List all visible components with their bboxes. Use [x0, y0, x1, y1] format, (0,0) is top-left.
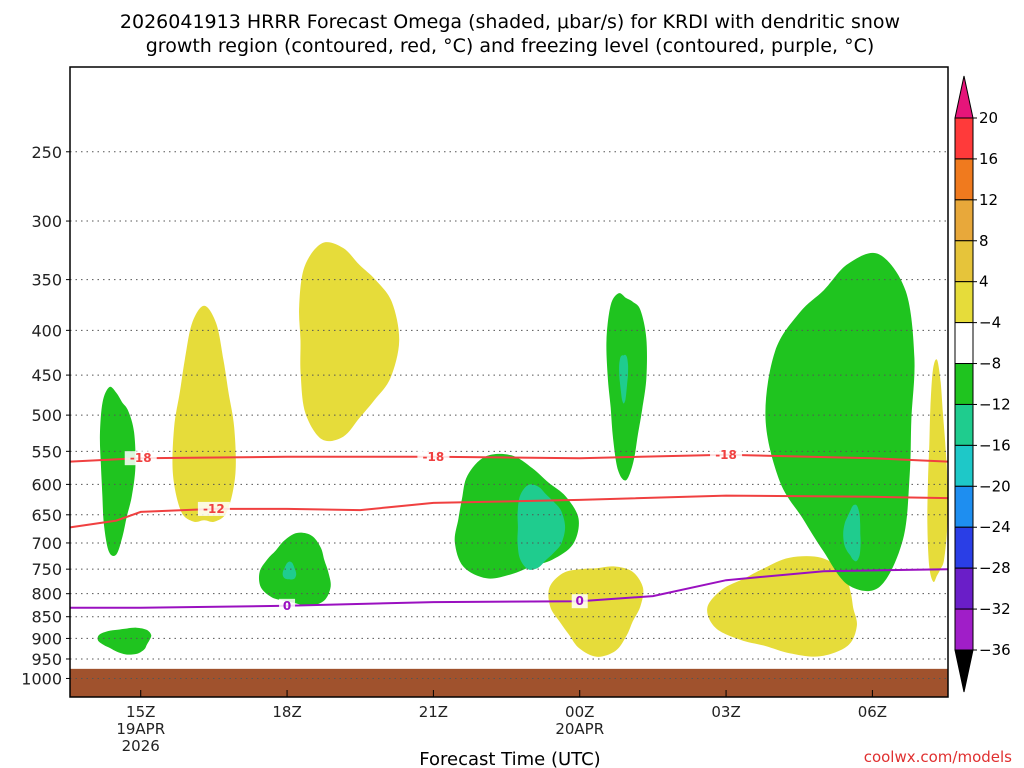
colorbar-label-11: −24: [979, 518, 1011, 536]
colorbar-swatch-1: [954, 117, 974, 160]
ytick-label-700: 700: [31, 534, 62, 553]
contour-layer: -18 -18 -18 -12 0 0: [69, 447, 949, 613]
colorbar-swatch-10: [954, 485, 974, 528]
colorbar-label-14: −36: [979, 641, 1011, 659]
colorbar-swatch-12: [954, 567, 974, 610]
omega-region-sinking-6: [99, 386, 136, 556]
colorbar-swatch-13: [954, 608, 974, 651]
colorbar-label-5: 4: [979, 273, 989, 291]
contour-label-dendritic_minus12-0: -12: [203, 502, 225, 516]
ytick-label-850: 850: [31, 608, 62, 627]
colorbar-swatch-4: [954, 240, 974, 283]
xtick-year-15Z: 2026: [122, 737, 160, 755]
ytick-label-650: 650: [31, 506, 62, 525]
ytick-label-1000: 1000: [21, 669, 62, 688]
colorbar-swatch-2: [954, 158, 974, 201]
xtick-label-21Z: 21Z: [419, 703, 448, 721]
xtick-label-18Z: 18Z: [272, 703, 301, 721]
colorbar-swatch-7: [954, 363, 974, 405]
colorbar-label-7: −8: [979, 355, 1001, 373]
ytick-label-250: 250: [31, 143, 62, 162]
ytick-label-900: 900: [31, 629, 62, 648]
colorbar-label-12: −28: [979, 559, 1011, 577]
contour-label-freezing_level_0-1: 0: [576, 594, 584, 608]
colorbar-top-arrow: [954, 75, 974, 119]
colorbar-swatch-9: [954, 444, 974, 487]
colorbar-swatch-11: [954, 526, 974, 569]
omega-region-sinking-15: [843, 504, 861, 562]
y-axis-ticks: 250 300 350 400 450 500 550 600 650 700 750 800 850 9…: [21, 143, 70, 688]
colorbar-label-10: −20: [979, 477, 1011, 495]
contour-line-dendritic_minus12: [69, 494, 949, 529]
colorbar-swatch-8: [954, 403, 974, 446]
contour-label-dendritic_minus18-0: -18: [130, 451, 152, 465]
omega-region-sinking-13: [517, 484, 566, 570]
omega-region-rising-2: [299, 242, 400, 442]
chart-title-line1: 2026041913 HRRR Forecast Omega (shaded, …: [120, 11, 900, 33]
contour-label-bg-freezing_level_0-0: [279, 598, 296, 613]
ytick-label-500: 500: [31, 406, 62, 425]
colorbar-label-6: −4: [979, 314, 1001, 332]
omega-region-rising-3: [548, 566, 644, 657]
xtick-date-00Z: 20APR: [555, 720, 604, 738]
colorbar-label-1: 20: [979, 109, 998, 127]
colorbar: 20 16 12 8 4 −4 −8 −12 −16 −20 −24 −28 −32 −36: [954, 75, 1011, 693]
ground-surface: [70, 668, 948, 697]
contour-label-bg-dendritic_minus12-0: [197, 501, 230, 516]
contour-label-bg-dendritic_minus18-2: [710, 447, 743, 462]
ytick-label-300: 300: [31, 212, 62, 231]
contour-label-bg-dendritic_minus18-0: [124, 451, 157, 466]
x-axis-label: Forecast Time (UTC): [419, 749, 600, 768]
ytick-label-750: 750: [31, 560, 62, 579]
omega-shading-layer: [97, 242, 948, 657]
ytick-label-600: 600: [31, 475, 62, 494]
colorbar-swatch-3: [954, 199, 974, 242]
contour-line-dendritic_minus18: [69, 453, 949, 463]
contour-label-dendritic_minus18-1: -18: [423, 450, 445, 464]
ytick-label-950: 950: [31, 650, 62, 669]
omega-region-sinking-7: [97, 627, 152, 655]
plot-frame: [69, 66, 949, 698]
chart-title-line2: growth region (contoured, red, °C) and f…: [146, 35, 875, 57]
colorbar-swatch-6: [954, 322, 974, 365]
ytick-label-450: 450: [31, 366, 62, 385]
xtick-date-15Z: 19APR: [116, 720, 165, 738]
colorbar-label-2: 16: [979, 150, 998, 168]
ytick-label-400: 400: [31, 321, 62, 340]
colorbar-label-13: −32: [979, 600, 1011, 618]
contour-label-bg-dendritic_minus18-1: [417, 449, 450, 464]
colorbar-label-8: −12: [979, 395, 1011, 413]
omega-region-rising-5: [927, 359, 948, 583]
colorbar-label-4: 8: [979, 232, 989, 250]
xtick-label-06Z: 06Z: [858, 703, 887, 721]
omega-region-sinking-11: [765, 252, 915, 592]
gridlines: [70, 151, 948, 679]
omega-region-rising-4: [707, 556, 857, 657]
credit-link[interactable]: coolwx.com/models: [864, 748, 1012, 766]
xtick-label-03Z: 03Z: [711, 703, 740, 721]
omega-region-sinking-14: [619, 354, 629, 404]
colorbar-swatch-5: [954, 281, 974, 324]
ground-layer: [70, 668, 948, 697]
omega-region-sinking-12: [282, 561, 297, 580]
colorbar-bottom-arrow: [954, 649, 974, 693]
contour-label-bg-freezing_level_0-1: [571, 594, 588, 609]
ytick-label-800: 800: [31, 585, 62, 604]
xtick-label-00Z: 00Z: [565, 703, 594, 721]
contour-label-dendritic_minus18-2: -18: [715, 448, 737, 462]
xtick-label-15Z: 15Z: [126, 703, 155, 721]
colorbar-label-9: −16: [979, 436, 1011, 454]
colorbar-label-3: 12: [979, 191, 998, 209]
omega-region-rising-1: [172, 305, 236, 522]
ytick-label-550: 550: [31, 442, 62, 461]
contour-label-freezing_level_0-0: 0: [283, 599, 291, 613]
ytick-label-350: 350: [31, 271, 62, 290]
